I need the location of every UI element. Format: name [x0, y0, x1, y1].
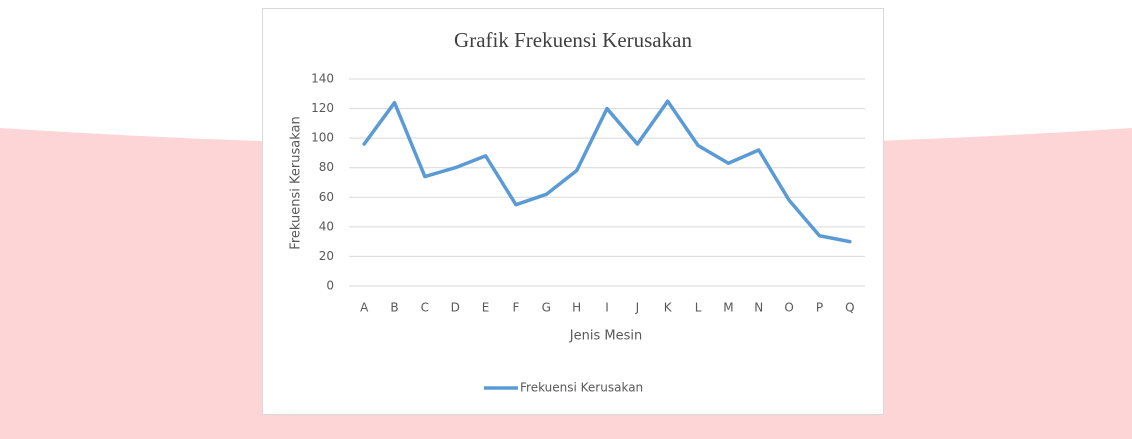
- x-tick-label: O: [784, 301, 793, 315]
- data-line: [362, 99, 852, 244]
- x-tick-label: G: [542, 301, 551, 315]
- x-tick-label: I: [605, 301, 609, 315]
- x-tick-label: E: [482, 301, 490, 315]
- x-tick-label: B: [390, 301, 398, 315]
- x-tick-label: M: [723, 301, 733, 315]
- y-tick-label: 20: [319, 249, 334, 263]
- y-tick-label: 60: [319, 190, 334, 204]
- y-tick-label: 120: [311, 101, 334, 115]
- y-tick-label: 140: [311, 72, 334, 86]
- x-tick-label: D: [451, 301, 460, 315]
- x-tick-label: P: [816, 301, 823, 315]
- y-axis-title: Frekuensi Kerusakan: [289, 116, 304, 249]
- x-tick-label: K: [664, 301, 673, 315]
- chart-area: [262, 8, 884, 415]
- y-tick-label: 80: [319, 160, 334, 174]
- x-tick-label: C: [421, 301, 429, 315]
- chart-title: Grafik Frekuensi Kerusakan: [454, 28, 692, 52]
- x-tick-label: H: [572, 301, 581, 315]
- x-tick-label: F: [512, 301, 519, 315]
- y-tick-label: 0: [326, 279, 334, 293]
- x-tick-label: J: [635, 301, 640, 315]
- x-tick-label: Q: [845, 301, 854, 315]
- legend-label: Frekuensi Kerusakan: [520, 381, 643, 395]
- x-tick-label: N: [754, 301, 763, 315]
- y-tick-label: 40: [319, 219, 334, 233]
- x-tick-label: L: [695, 301, 702, 315]
- x-axis-title: Jenis Mesin: [569, 329, 642, 344]
- y-tick-label: 100: [311, 131, 334, 145]
- x-tick-label: A: [360, 301, 369, 315]
